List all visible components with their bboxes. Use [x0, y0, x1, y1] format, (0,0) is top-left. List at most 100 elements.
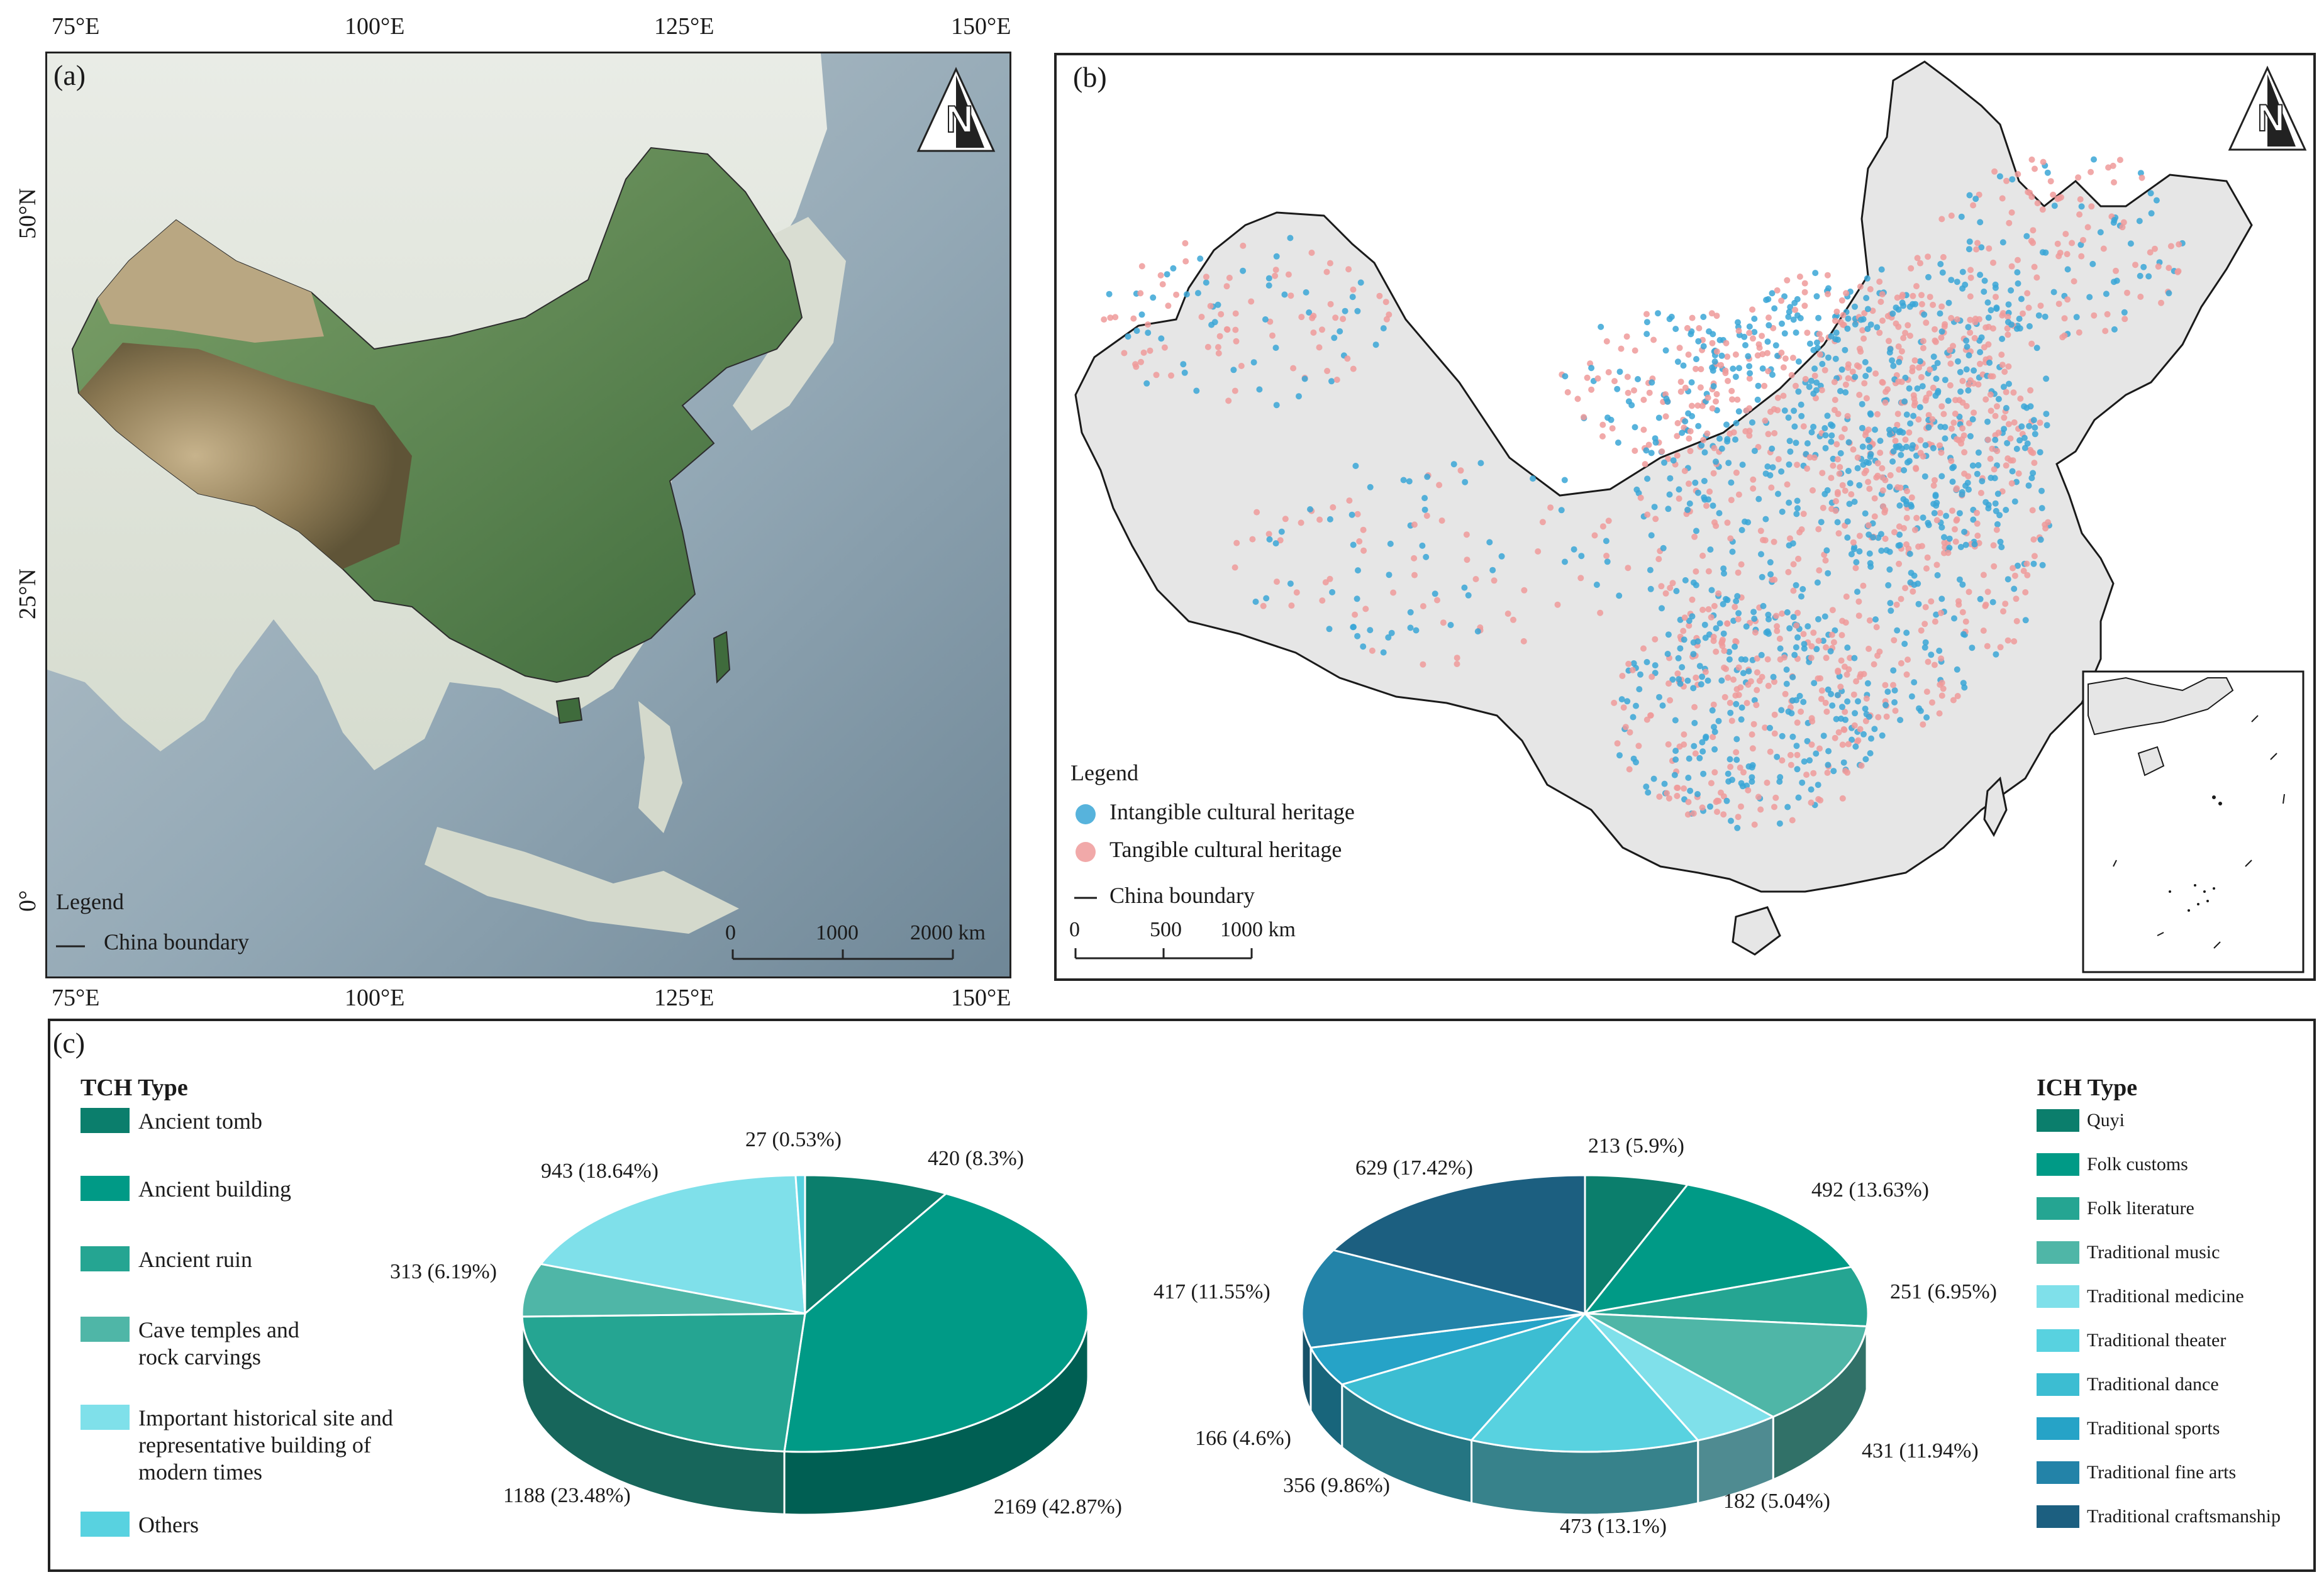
heritage-point	[1735, 491, 1742, 498]
heritage-point	[2100, 245, 2107, 252]
heritage-point	[1121, 350, 1128, 357]
heritage-point	[1971, 409, 1977, 416]
heritage-point	[1898, 660, 1904, 667]
heritage-point	[1936, 710, 1943, 717]
heritage-point	[1867, 750, 1874, 756]
heritage-point	[1770, 673, 1777, 680]
heritage-point	[1754, 396, 1761, 403]
heritage-point	[1833, 329, 1840, 336]
heritage-point	[1880, 503, 1887, 510]
heritage-point	[1810, 390, 1817, 397]
heritage-point	[1732, 351, 1739, 358]
heritage-point	[1436, 482, 1443, 489]
heritage-point	[1821, 425, 1828, 431]
heritage-point	[1829, 607, 1836, 614]
heritage-point	[1260, 602, 1267, 609]
heritage-point	[1818, 336, 1825, 343]
heritage-point	[1723, 340, 1730, 346]
heritage-point	[1662, 590, 1669, 597]
heritage-point	[1701, 621, 1708, 628]
heritage-point	[1380, 649, 1387, 656]
heritage-point	[1837, 464, 1843, 470]
heritage-point	[1808, 643, 1815, 650]
heritage-point	[1232, 310, 1239, 317]
heritage-point	[1779, 508, 1786, 515]
legend-swatch	[2037, 1373, 2079, 1396]
heritage-point	[1350, 286, 1357, 293]
heritage-point	[1911, 572, 1918, 579]
heritage-point	[1777, 656, 1784, 663]
heritage-point	[2145, 273, 2152, 280]
heritage-point	[1687, 428, 1694, 434]
heritage-point	[1240, 267, 1247, 274]
heritage-point	[1879, 379, 1886, 386]
heritage-point	[2005, 301, 2012, 308]
lat-tick-left-25: 25°N	[14, 568, 41, 619]
heritage-point	[1943, 512, 1950, 519]
heritage-point	[1798, 708, 1804, 715]
heritage-point	[1738, 780, 1745, 787]
heritage-point	[1611, 699, 1618, 706]
heritage-point	[1643, 331, 1650, 338]
heritage-point	[1407, 609, 1414, 616]
heritage-point	[2005, 421, 2012, 428]
heritage-point	[1925, 519, 1932, 526]
heritage-point	[1946, 545, 1953, 551]
heritage-point	[1510, 616, 1516, 623]
heritage-point	[1874, 472, 1881, 479]
heritage-point	[1765, 682, 1772, 689]
heritage-point	[1854, 454, 1861, 461]
heritage-point	[1765, 368, 1772, 375]
heritage-point	[1328, 378, 1335, 385]
heritage-point	[1256, 386, 1263, 393]
heritage-point	[1423, 512, 1430, 519]
heritage-point	[1211, 319, 1218, 326]
heritage-point	[1862, 429, 1869, 436]
heritage-point	[1181, 369, 1188, 376]
heritage-point	[1164, 271, 1170, 278]
heritage-point	[1945, 550, 1952, 556]
heritage-point	[1762, 537, 1769, 544]
heritage-point	[1865, 713, 1872, 720]
heritage-point	[1726, 648, 1733, 655]
heritage-point	[1682, 418, 1689, 425]
pie-slice	[1469, 1312, 1700, 1453]
heritage-point	[1277, 537, 1284, 544]
heritage-point	[1825, 285, 1832, 292]
heritage-point	[1360, 526, 1367, 533]
scale-bar	[731, 949, 954, 960]
north-arrow-b: N	[2228, 65, 2307, 151]
heritage-point	[2038, 487, 2045, 494]
heritage-point	[2051, 202, 2058, 209]
heritage-point	[1800, 699, 1807, 705]
ich-legend-label: Quyi	[2087, 1110, 2125, 1131]
heritage-point	[1873, 624, 1880, 631]
heritage-point	[1954, 666, 1960, 673]
heritage-point	[1917, 450, 1924, 456]
heritage-point	[1730, 365, 1737, 372]
pie-slice	[804, 1174, 948, 1316]
heritage-point	[1354, 633, 1361, 639]
heritage-point	[1852, 743, 1859, 750]
heritage-point	[1784, 804, 1791, 810]
heritage-point	[2062, 231, 2069, 238]
heritage-point	[1133, 328, 1140, 335]
heritage-point	[2003, 177, 2010, 184]
heritage-point	[1867, 410, 1874, 417]
heritage-point	[2022, 617, 2029, 624]
heritage-point	[1856, 392, 1863, 398]
heritage-point	[1992, 432, 1999, 439]
heritage-point	[1764, 463, 1771, 470]
heritage-point	[1562, 373, 1569, 380]
heritage-point	[2003, 462, 2010, 469]
heritage-point	[1874, 460, 1881, 467]
heritage-point	[1811, 454, 1818, 461]
heritage-point	[1838, 657, 1845, 664]
heritage-point	[1390, 589, 1397, 596]
heritage-point	[1835, 729, 1842, 736]
heritage-point	[1620, 704, 1627, 711]
heritage-point	[1755, 382, 1762, 389]
heritage-point	[1908, 265, 1915, 272]
heritage-point	[2110, 162, 2116, 169]
heritage-point	[1411, 572, 1418, 578]
